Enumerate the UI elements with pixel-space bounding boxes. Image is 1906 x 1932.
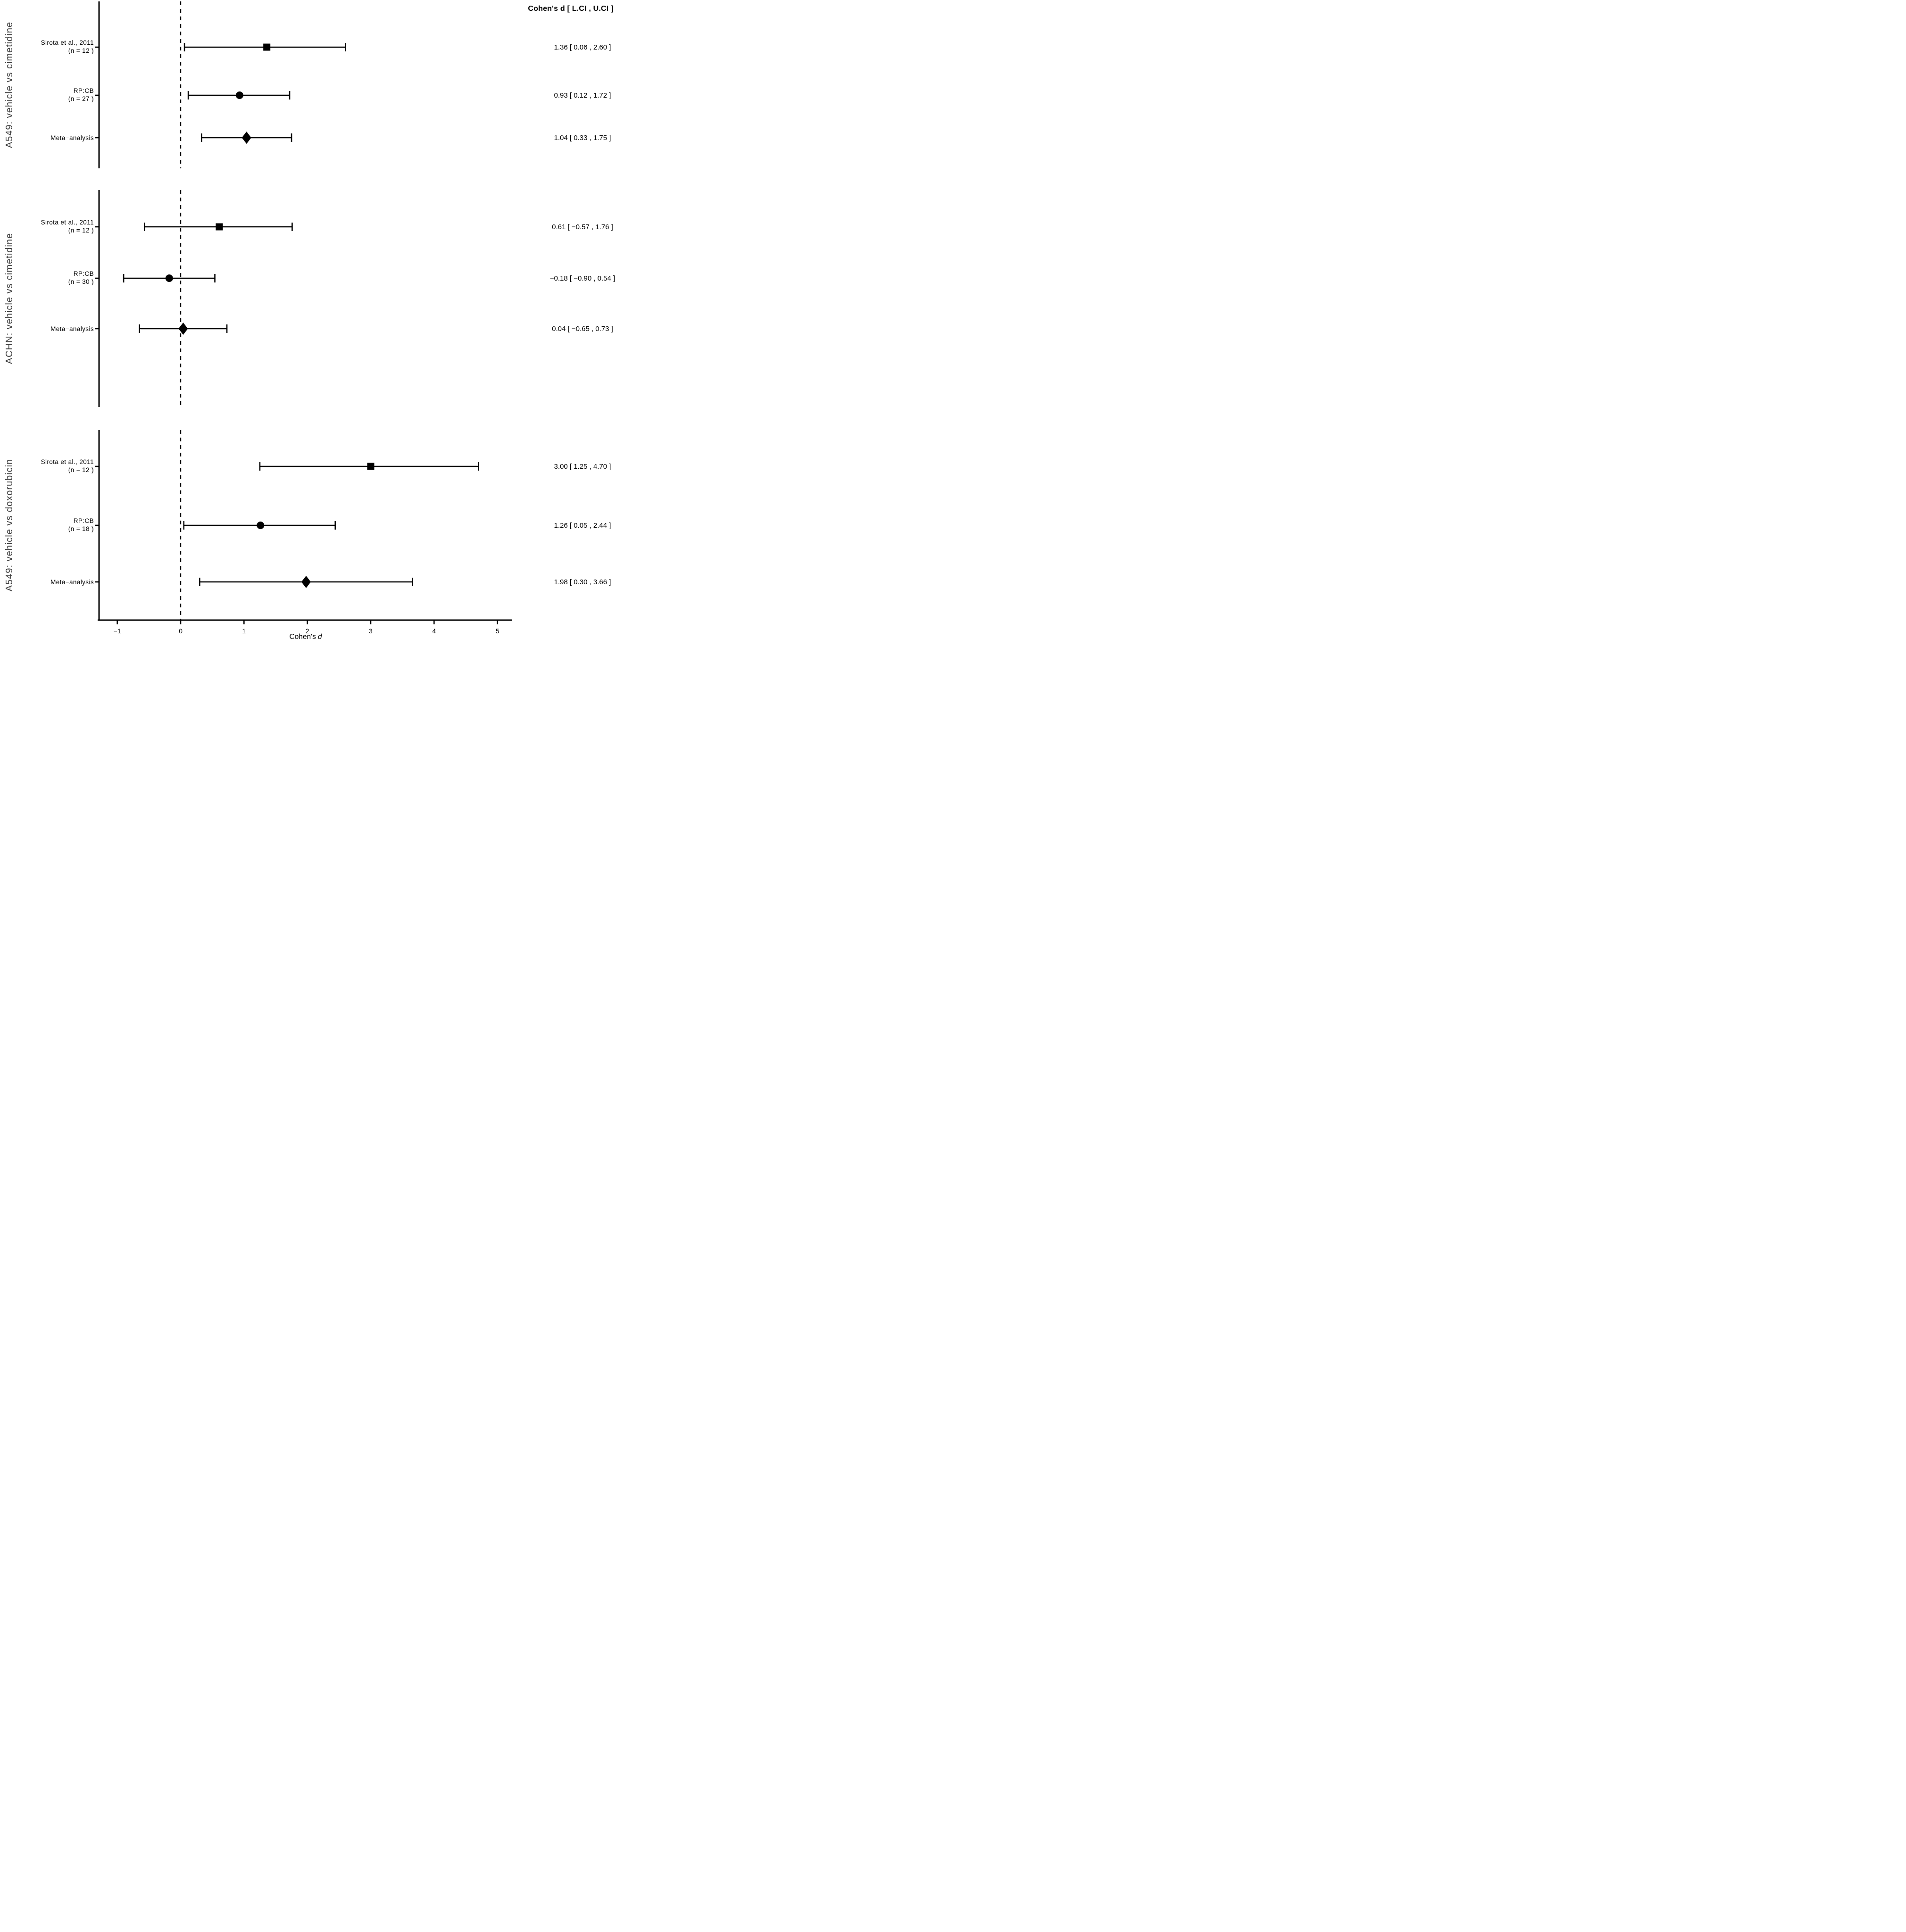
value-column-header: Cohen's d [ L.CI , U.CI ] (528, 5, 614, 13)
circle-marker (257, 522, 265, 529)
row-sublabel: (n = 18 ) (68, 525, 94, 532)
forest-plot-figure: A549: vehicle vs cimetidine Sirota et al.… (0, 0, 635, 644)
diamond-marker (178, 323, 188, 335)
row-label: RP:CB (74, 270, 94, 277)
row-label: RP:CB (74, 87, 94, 94)
square-marker (367, 463, 375, 470)
circle-marker (165, 274, 173, 282)
row-label: RP:CB (74, 517, 94, 524)
diamond-marker (301, 576, 311, 588)
x-axis-tick-label: 3 (369, 627, 373, 635)
row-value: 1.98 [ 0.30 , 3.66 ] (554, 578, 611, 586)
square-marker (263, 43, 271, 51)
row-label: Sirota et al., 2011 (41, 458, 94, 465)
panel-title: ACHN: vehicle vs cimetidine (4, 233, 15, 364)
panel-title: A549: vehicle vs cimetidine (4, 22, 15, 148)
x-axis-tick-label: 2 (306, 627, 309, 635)
row-label: Sirota et al., 2011 (41, 219, 94, 226)
row-sublabel: (n = 12 ) (68, 466, 94, 473)
row-sublabel: (n = 12 ) (68, 47, 94, 54)
forest-plot-canvas: A549: vehicle vs cimetidine Sirota et al.… (4, 1, 615, 635)
x-axis-tick-label: 4 (432, 627, 436, 635)
x-axis-title-variable: d (317, 633, 322, 641)
circle-marker (235, 91, 243, 99)
row-value: 1.26 [ 0.05 , 2.44 ] (554, 522, 611, 530)
row-label: Meta−analysis (50, 325, 94, 332)
row-sublabel: (n = 30 ) (68, 278, 94, 285)
x-axis-title: Cohen's d (211, 633, 400, 641)
row-value: 0.61 [ −0.57 , 1.76 ] (552, 223, 613, 231)
row-value: 0.93 [ 0.12 , 1.72 ] (554, 91, 611, 100)
row-value: 1.36 [ 0.06 , 2.60 ] (554, 43, 611, 51)
row-sublabel: (n = 27 ) (68, 95, 94, 102)
x-axis-tick-label: 1 (242, 627, 246, 635)
row-label: Meta−analysis (50, 579, 94, 586)
x-axis-title-text: Cohen's (289, 633, 316, 641)
diamond-marker (241, 132, 251, 144)
row-value: 3.00 [ 1.25 , 4.70 ] (554, 463, 611, 471)
x-axis-tick-label: 5 (496, 627, 499, 635)
square-marker (216, 223, 223, 231)
row-label: Sirota et al., 2011 (41, 39, 94, 46)
row-value: −0.18 [ −0.90 , 0.54 ] (550, 274, 615, 282)
panel-title: A549: vehicle vs doxorubicin (4, 459, 15, 591)
row-value: 0.04 [ −0.65 , 0.73 ] (552, 325, 613, 333)
x-axis-tick-label: −1 (114, 627, 121, 635)
row-value: 1.04 [ 0.33 , 1.75 ] (554, 134, 611, 142)
x-axis-tick-label: 0 (179, 627, 183, 635)
row-sublabel: (n = 12 ) (68, 227, 94, 234)
row-label: Meta−analysis (50, 134, 94, 141)
